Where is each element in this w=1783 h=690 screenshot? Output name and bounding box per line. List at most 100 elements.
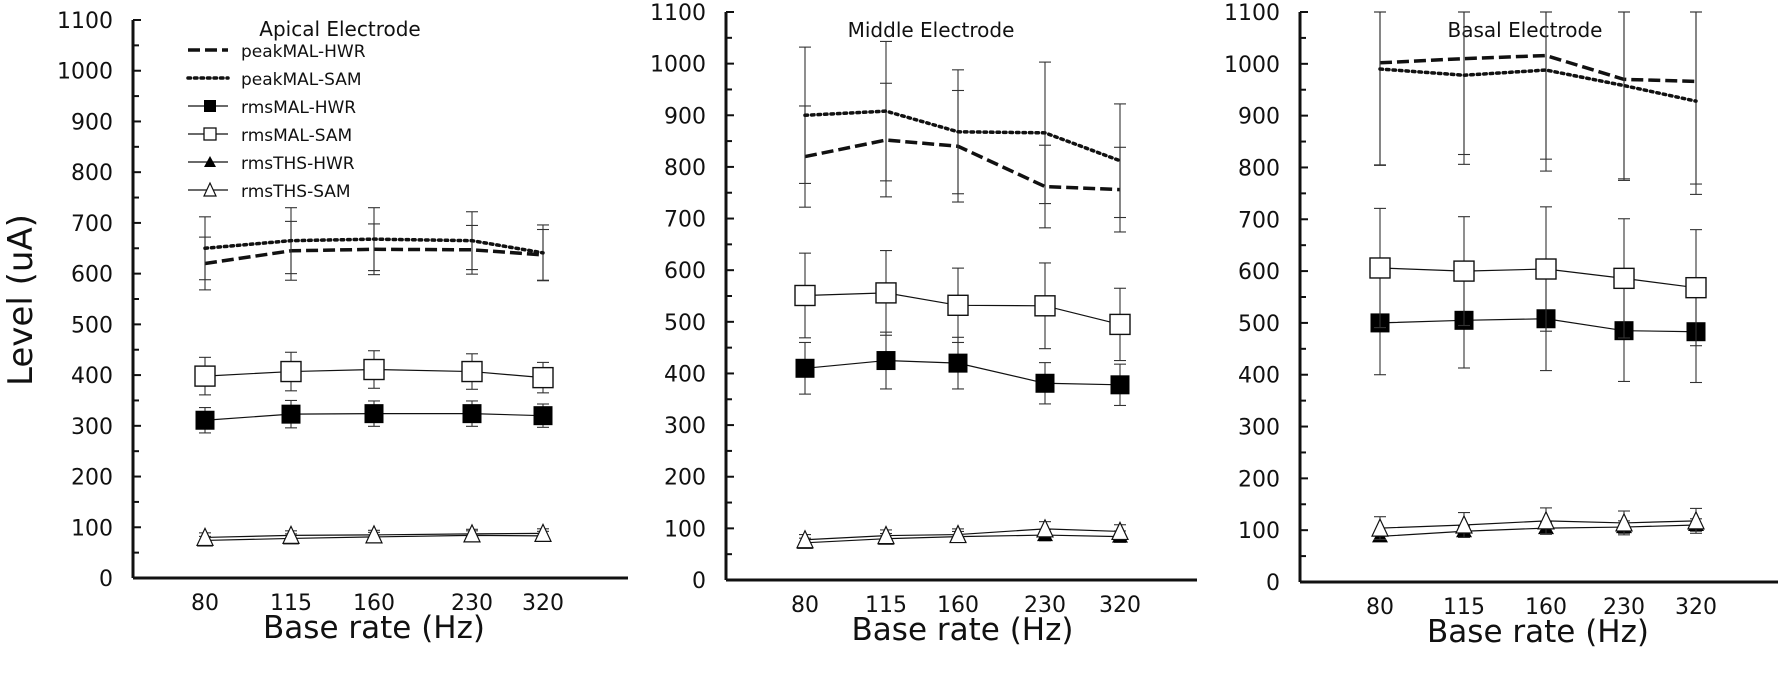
marker-filled-square <box>876 351 896 371</box>
marker-filled-square <box>1110 375 1130 395</box>
x-tick-label: 320 <box>522 591 564 616</box>
series-rmsths-sam <box>796 518 1129 549</box>
y-tick-label: 800 <box>1238 156 1280 181</box>
marker-open-square <box>1453 260 1475 282</box>
x-axis-label: Base rate (Hz) <box>263 610 485 646</box>
marker-open-triangle <box>796 529 814 549</box>
y-tick-label: 500 <box>664 311 706 336</box>
series-peakmal-sam <box>1374 11 1702 195</box>
x-tick-label: 115 <box>1443 595 1485 620</box>
legend-marker-filled-square <box>204 100 216 112</box>
y-tick-label: 1000 <box>650 53 706 78</box>
y-tick-label: 600 <box>71 263 113 288</box>
figure-y-axis-label: Level (uA) <box>1 214 41 386</box>
y-tick-label: 900 <box>1238 105 1280 130</box>
y-tick-label: 0 <box>99 567 113 592</box>
series-line <box>1379 520 1697 529</box>
legend-label: rmsMAL-HWR <box>241 98 356 118</box>
y-tick-label: 800 <box>71 161 113 186</box>
marker-open-square <box>363 358 385 381</box>
legend-item-rmsths-hwr: rmsTHS-HWR <box>188 154 355 174</box>
y-tick-label: 500 <box>71 313 113 338</box>
x-tick-label: 230 <box>451 591 493 616</box>
y-tick-label: 0 <box>1266 571 1280 596</box>
x-tick-label: 115 <box>270 591 312 616</box>
panel-title: Apical Electrode <box>259 17 420 41</box>
series-line <box>804 138 1121 192</box>
y-tick-label: 400 <box>1238 364 1280 389</box>
y-tick-label: 400 <box>664 362 706 387</box>
legend-label: peakMAL-SAM <box>241 70 362 90</box>
marker-open-square <box>1613 267 1635 290</box>
series-peakmal-sam <box>799 40 1126 219</box>
legend-label: rmsTHS-HWR <box>241 154 355 174</box>
marker-filled-square <box>195 410 215 430</box>
marker-open-triangle <box>534 522 552 542</box>
y-tick-label: 600 <box>664 259 706 284</box>
marker-open-square <box>280 360 302 383</box>
y-tick-label: 900 <box>71 110 113 135</box>
marker-open-triangle <box>463 523 481 543</box>
marker-open-square <box>1109 313 1131 336</box>
x-tick-label: 80 <box>791 593 819 618</box>
legend-marker-open-triangle <box>203 181 217 197</box>
y-tick-label: 300 <box>1238 416 1280 441</box>
panel-title: Middle Electrode <box>848 18 1015 42</box>
series-line <box>1378 67 1698 103</box>
y-tick-label: 200 <box>1238 467 1280 492</box>
marker-open-square <box>194 365 216 387</box>
y-tick-label: 100 <box>664 517 706 542</box>
y-tick-label: 600 <box>1238 260 1280 285</box>
marker-open-triangle <box>1687 510 1705 530</box>
series-rmsmal-hwr <box>795 331 1130 407</box>
y-tick-label: 1100 <box>57 9 113 34</box>
y-tick-label: 700 <box>664 208 706 233</box>
marker-open-square <box>1535 258 1557 280</box>
marker-open-square <box>461 360 483 383</box>
marker-filled-square <box>364 404 384 424</box>
marker-open-square <box>532 366 554 389</box>
series-line <box>204 247 544 266</box>
x-axis-label: Base rate (Hz) <box>852 612 1074 648</box>
marker-open-square <box>947 294 969 316</box>
legend-marker-filled-triangle <box>204 156 216 167</box>
y-tick-label: 1000 <box>1224 53 1280 78</box>
x-tick-label: 320 <box>1675 595 1717 620</box>
y-tick-label: 100 <box>1238 519 1280 544</box>
marker-filled-square <box>533 406 553 426</box>
y-tick-label: 1100 <box>1224 1 1280 26</box>
series-rmsths-sam <box>196 522 552 547</box>
marker-open-triangle <box>1537 510 1555 530</box>
marker-open-square <box>794 284 816 307</box>
series-line <box>203 237 545 255</box>
x-tick-label: 80 <box>191 591 219 616</box>
panel-apical-electrode: 0 100 200 300 400 500 600 700 800 900 1000 1100 80 11… <box>57 9 628 646</box>
x-tick-label: 80 <box>1366 595 1394 620</box>
x-tick-label: 230 <box>1024 593 1066 618</box>
x-tick-label: 160 <box>937 593 979 618</box>
y-tick-label: 200 <box>664 466 706 491</box>
legend-label: rmsMAL-SAM <box>241 126 352 146</box>
x-axis-label: Base rate (Hz) <box>1427 614 1649 650</box>
marker-filled-square <box>1035 373 1055 393</box>
series-rmsmal-sam <box>194 350 554 396</box>
marker-filled-square <box>462 404 482 424</box>
legend-item-peakmal-sam: peakMAL-SAM <box>186 70 362 90</box>
marker-filled-square <box>948 353 968 373</box>
marker-filled-square <box>795 358 815 378</box>
x-tick-label: 160 <box>353 591 395 616</box>
series-rmsmal-hwr <box>195 399 553 434</box>
marker-open-triangle <box>1371 517 1389 537</box>
series-rmsmal-sam <box>1369 206 1707 347</box>
x-tick-label: 230 <box>1603 595 1645 620</box>
legend-item-peakmal-hwr: peakMAL-HWR <box>188 42 366 62</box>
legend-item-rmsmal-sam: rmsMAL-SAM <box>188 126 352 146</box>
marker-filled-square <box>281 404 301 424</box>
x-tick-label: 320 <box>1099 593 1141 618</box>
y-tick-label: 900 <box>664 104 706 129</box>
y-tick-label: 0 <box>692 569 706 594</box>
legend: peakMAL-HWR peakMAL-SAM rmsMAL-HWR rmsMAL-S… <box>186 42 366 202</box>
legend-label: peakMAL-HWR <box>241 42 366 62</box>
series-peakmal-sam <box>199 207 549 282</box>
